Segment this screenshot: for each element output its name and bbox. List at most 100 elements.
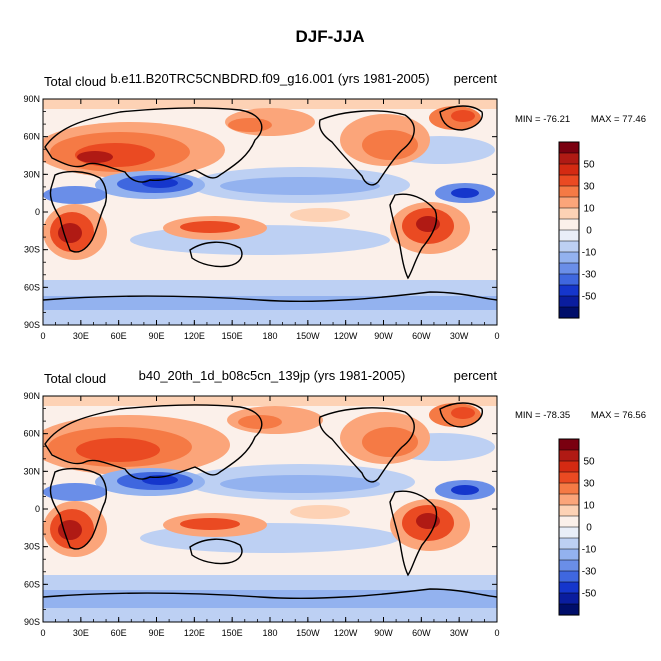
panel-1-min-label: MIN = -76.21 [515, 114, 570, 125]
y-tick-label: 0 [35, 207, 40, 217]
colorbar-label: 0 [586, 523, 592, 534]
x-tick-label: 60W [412, 628, 431, 638]
panel-1-right-title: percent [454, 71, 498, 86]
x-tick-label: 180 [262, 628, 277, 638]
colorbar-swatch [558, 581, 580, 594]
y-tick-label: 60S [24, 282, 40, 292]
colorbar-swatch [558, 207, 580, 220]
colorbar-swatch [558, 438, 580, 451]
cloud-field-2 [43, 396, 497, 622]
colorbar-swatch [558, 559, 580, 572]
colorbar-label: 10 [583, 501, 595, 512]
colorbar-swatch [558, 218, 580, 231]
colorbar-swatch [558, 482, 580, 495]
colorbar-swatch [558, 229, 580, 242]
colorbar-swatch [558, 141, 580, 154]
colorbar-swatch [558, 449, 580, 462]
x-tick-label: 30W [450, 331, 469, 341]
x-tick-label: 0 [494, 331, 499, 341]
colorbar-swatch [558, 196, 580, 209]
panel-1-max-label: MAX = 77.46 [591, 114, 646, 125]
x-tick-label: 30E [73, 331, 89, 341]
colorbar-label: 50 [583, 160, 595, 171]
x-tick-label: 150E [222, 331, 243, 341]
panel-2-max-label: MAX = 76.56 [591, 410, 646, 421]
x-ticks-2: 0 30E 60E 90E 120E 150E 180 150W 120W 90W 60W 30W 0 [40, 396, 500, 638]
colorbar-label: -50 [582, 589, 597, 600]
colorbar-swatch [558, 548, 580, 561]
panel-1-left-title: Total cloud [44, 74, 106, 89]
map-panel-1: 90N 60N 30N 0 30S 60S 90S 0 30E 60E 90E 120E 150E 18… [23, 71, 646, 341]
colorbar-swatch [558, 504, 580, 517]
panel-1-center-title: b.e11.B20TRC5CNBDRD.f09_g16.001 (yrs 198… [110, 71, 429, 86]
x-tick-label: 90E [148, 331, 164, 341]
y-tick-label: 0 [35, 504, 40, 514]
colorbar-swatch [558, 592, 580, 605]
colorbar-swatch [558, 603, 580, 616]
x-tick-label: 90W [374, 331, 393, 341]
colorbar-swatch [558, 251, 580, 264]
cloud-field-1 [43, 99, 497, 325]
colorbar-swatch [558, 185, 580, 198]
panel-2-left-title: Total cloud [44, 371, 106, 386]
y-tick-label: 30S [24, 245, 40, 255]
colorbar-swatch [558, 240, 580, 253]
colorbar-label: -30 [582, 567, 597, 578]
colorbar-swatch [558, 152, 580, 165]
y-tick-label: 60S [24, 579, 40, 589]
y-tick-label: 90N [23, 391, 40, 401]
x-tick-label: 30E [73, 628, 89, 638]
panel-2-min-label: MIN = -78.35 [515, 410, 570, 421]
y-ticks-1: 90N 60N 30N 0 30S 60S 90S [23, 94, 497, 330]
x-tick-label: 0 [494, 628, 499, 638]
x-tick-label: 150W [296, 331, 320, 341]
colorbar-frame [558, 141, 580, 319]
coastlines-2 [43, 402, 497, 599]
colorbar-swatch [558, 493, 580, 506]
x-tick-label: 0 [40, 331, 45, 341]
colorbar-2: 50 30 10 0 -10 -30 -50 [558, 438, 597, 616]
y-tick-label: 30N [23, 169, 40, 179]
colorbar-swatch [558, 262, 580, 275]
colorbar-label: -30 [582, 270, 597, 281]
colorbar-label: -50 [582, 292, 597, 303]
x-tick-label: 150E [222, 628, 243, 638]
x-tick-label: 120W [334, 331, 358, 341]
colorbar-swatch [558, 526, 580, 539]
y-tick-label: 90S [24, 320, 40, 330]
colorbar-swatch [558, 295, 580, 308]
colorbar-swatch [558, 174, 580, 187]
colorbar-swatch [558, 306, 580, 319]
y-tick-label: 30S [24, 542, 40, 552]
colorbar-label: 0 [586, 226, 592, 237]
colorbar-label: 50 [583, 457, 595, 468]
colorbar-swatch [558, 471, 580, 484]
x-tick-label: 180 [262, 331, 277, 341]
colorbar-swatch [558, 163, 580, 176]
colorbar-swatch [558, 515, 580, 528]
colorbar-label: 10 [583, 204, 595, 215]
colorbar-swatch [558, 273, 580, 286]
panel-2-center-title: b40_20th_1d_b08c5cn_139jp (yrs 1981-2005… [139, 368, 406, 383]
colorbar-swatch [558, 537, 580, 550]
x-tick-label: 60E [111, 331, 127, 341]
x-tick-label: 90W [374, 628, 393, 638]
x-tick-label: 30W [450, 628, 469, 638]
y-tick-label: 90S [24, 617, 40, 627]
y-tick-label: 90N [23, 94, 40, 104]
colorbar-label: 30 [583, 479, 595, 490]
x-tick-label: 150W [296, 628, 320, 638]
figure-title: DJF-JJA [296, 27, 365, 46]
x-tick-label: 120E [184, 331, 205, 341]
x-tick-label: 60W [412, 331, 431, 341]
colorbar-label: -10 [582, 545, 597, 556]
colorbar-label: -10 [582, 248, 597, 259]
x-tick-label: 60E [111, 628, 127, 638]
colorbar-swatch [558, 570, 580, 583]
panel-2-right-title: percent [454, 368, 498, 383]
map-panel-2: 90N 60N 30N 0 30S 60S 90S 0 30E 60E 90E 120E 150E 18… [23, 368, 646, 638]
x-tick-label: 90E [148, 628, 164, 638]
colorbar-swatch [558, 284, 580, 297]
x-ticks-1: 0 30E 60E 90E 120E 150E 180 150W 120W 90W 60W 30W 0 [40, 99, 500, 341]
